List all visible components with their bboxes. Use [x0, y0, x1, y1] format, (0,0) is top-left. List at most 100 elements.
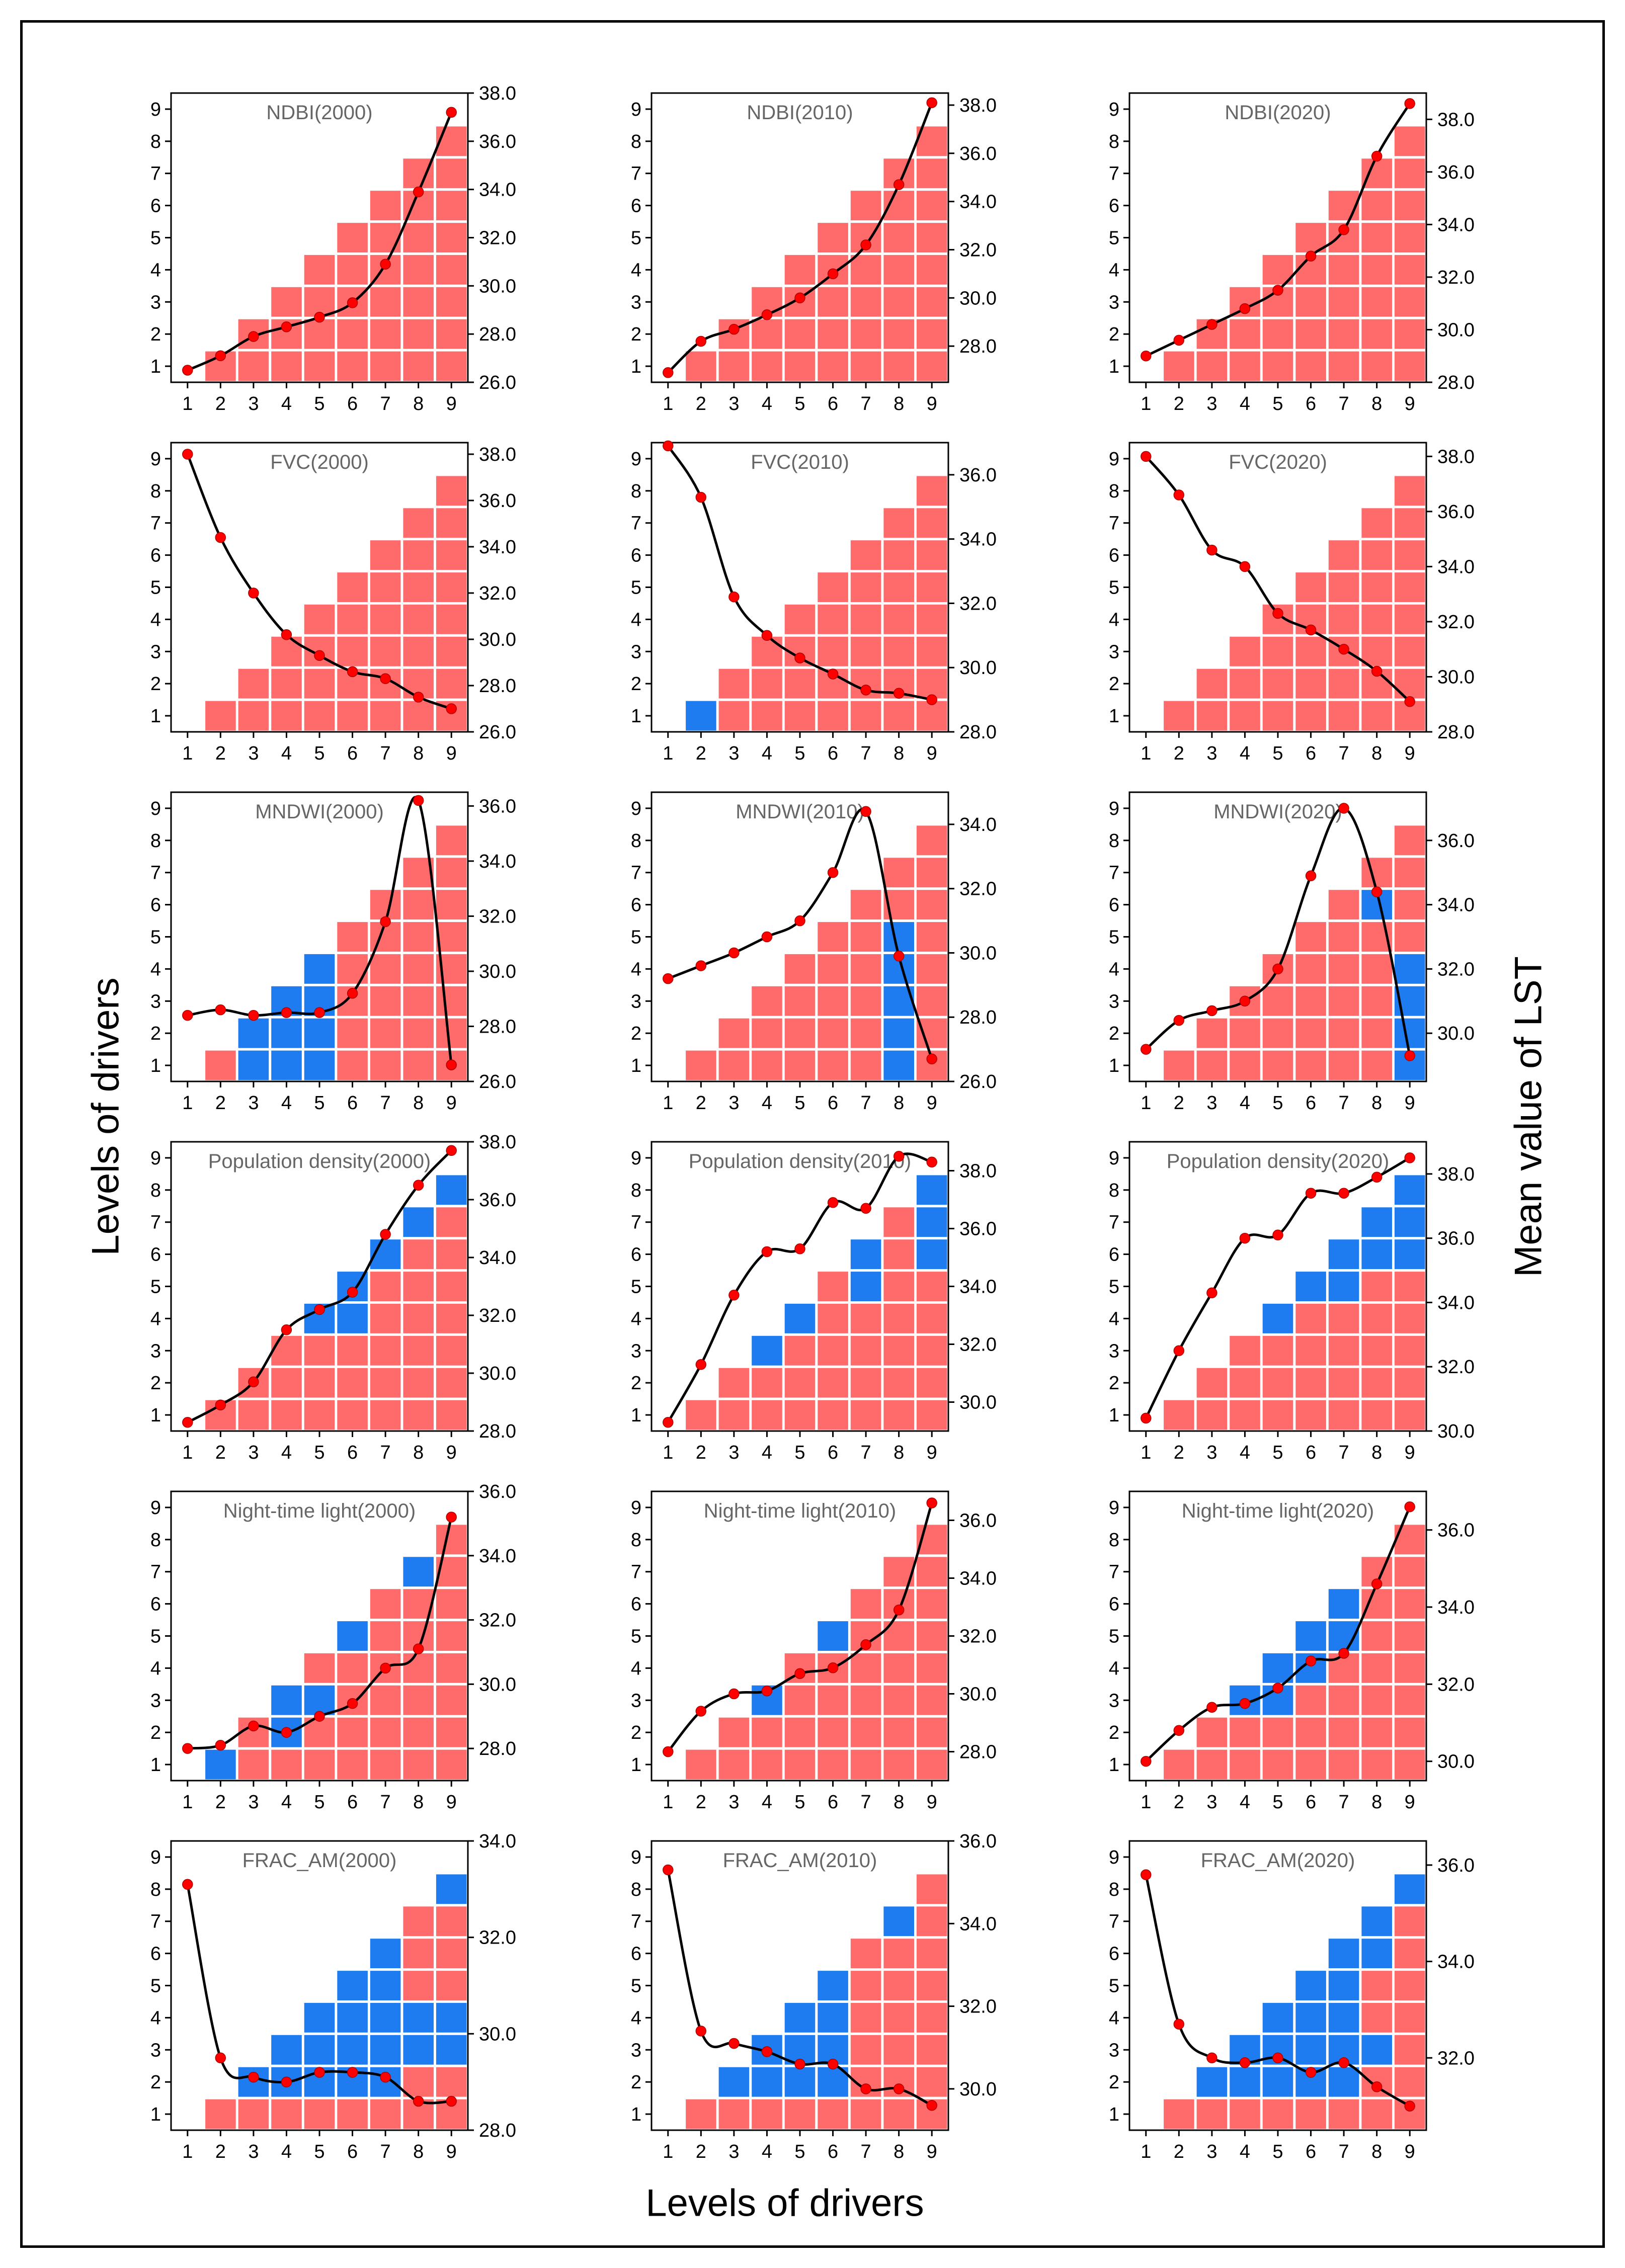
y-right-tick-label: 28.0	[479, 1738, 516, 1759]
lst-point	[695, 491, 707, 503]
lst-point	[248, 587, 259, 599]
heat-cell	[403, 1400, 434, 1430]
x-tick-label: 8	[413, 743, 424, 764]
x-tick-label: 7	[861, 1093, 871, 1114]
x-tick-label: 1	[663, 743, 673, 764]
x-tick-label: 1	[663, 2141, 673, 2162]
heat-cell	[1394, 319, 1425, 349]
lst-point	[314, 2067, 325, 2078]
y-left-tick-label: 8	[631, 830, 641, 852]
heat-cell	[784, 1018, 816, 1048]
y-left-tick-label: 6	[150, 1244, 161, 1266]
heat-cell	[436, 191, 467, 221]
y-left-tick-label: 9	[1109, 99, 1119, 120]
heat-cell	[850, 1018, 881, 1048]
heat-cell	[436, 1621, 467, 1651]
lst-point	[728, 2038, 740, 2049]
heat-cell	[850, 1589, 881, 1619]
y-right-tick-label: 30.0	[479, 1363, 516, 1384]
y-left-tick-label: 9	[631, 1847, 641, 1868]
heat-cell	[1361, 1368, 1392, 1398]
y-left-tick-label: 9	[1109, 449, 1119, 470]
x-tick-label: 2	[215, 1792, 226, 1813]
y-left-tick-label: 4	[1109, 2007, 1119, 2029]
heat-cell	[403, 1239, 434, 1270]
lst-point	[446, 2095, 457, 2107]
y-left-tick-label: 6	[631, 545, 641, 566]
heat-cell	[818, 954, 848, 984]
panel-title: Population density(2010)	[689, 1150, 912, 1172]
heat-cell	[1361, 191, 1392, 221]
lst-point	[893, 951, 905, 962]
lst-point	[215, 532, 226, 543]
lst-point	[1272, 963, 1283, 975]
lst-point	[347, 666, 358, 678]
y-left-tick-label: 1	[150, 706, 161, 727]
x-tick-label: 8	[893, 1792, 904, 1813]
y-left-tick-label: 7	[631, 163, 641, 185]
heat-cell	[1394, 1653, 1425, 1683]
heat-cell	[1295, 319, 1326, 349]
heat-cell	[1394, 1335, 1425, 1366]
x-tick-label: 5	[314, 1093, 324, 1114]
y-left-tick-label: 3	[1109, 641, 1119, 662]
x-tick-label: 6	[347, 743, 358, 764]
heat-cell	[436, 1303, 467, 1333]
lst-point	[926, 1497, 937, 1508]
heat-cell	[883, 2002, 914, 2033]
heat-cell	[850, 1971, 881, 2000]
y-left-tick-label: 8	[1109, 1879, 1119, 1900]
heat-cell	[1361, 287, 1392, 317]
x-tick-label: 9	[1405, 743, 1415, 764]
heat-cell	[850, 986, 881, 1016]
heat-cell	[304, 1018, 335, 1048]
x-tick-label: 1	[182, 1442, 193, 1463]
x-tick-label: 1	[1141, 1442, 1151, 1463]
heat-cell	[818, 1685, 848, 1715]
heat-cell	[1230, 351, 1260, 381]
heat-cell	[205, 1749, 236, 1780]
y-left-tick-label: 7	[1109, 163, 1119, 185]
heat-cell	[916, 1335, 947, 1366]
heat-cell	[370, 2099, 401, 2129]
lst-point	[1206, 1287, 1217, 1299]
y-right-tick-label: 32.0	[959, 593, 997, 614]
y-right-tick-label: 28.0	[959, 336, 997, 357]
y-left-tick-label: 5	[1109, 1976, 1119, 1997]
y-right-tick-label: 36.0	[1437, 162, 1475, 183]
lst-point	[248, 1010, 259, 1021]
heat-cell	[916, 890, 947, 920]
heat-cell	[1394, 1621, 1425, 1651]
heat-cell	[818, 1272, 848, 1301]
y-right-tick-label: 34.0	[479, 537, 516, 558]
heat-cell	[916, 351, 947, 381]
y-right-tick-label: 30.0	[479, 276, 516, 297]
heat-cell	[337, 1717, 368, 1747]
x-tick-label: 8	[1371, 1093, 1382, 1114]
x-tick-label: 1	[1141, 1792, 1151, 1813]
x-tick-label: 1	[1141, 1093, 1151, 1114]
y-left-tick-label: 8	[150, 481, 161, 502]
heat-cell	[370, 1749, 401, 1780]
y-right-tick-label: 36.0	[1437, 1520, 1475, 1541]
heat-cell	[850, 540, 881, 570]
y-right-tick-label: 30.0	[1437, 1751, 1475, 1773]
heat-cell	[271, 636, 302, 666]
lst-point	[380, 2071, 391, 2083]
heat-cell	[818, 319, 848, 349]
x-tick-label: 6	[828, 743, 838, 764]
x-tick-label: 7	[380, 1093, 391, 1114]
y-left-tick-label: 1	[1109, 2104, 1119, 2125]
heat-cell	[818, 1050, 848, 1080]
y-right-tick-label: 32.0	[479, 906, 516, 927]
lst-point	[1272, 285, 1283, 296]
x-tick-label: 5	[794, 1093, 805, 1114]
heat-cell	[784, 2067, 816, 2097]
x-tick-label: 4	[762, 2141, 772, 2162]
lst-point	[1173, 1345, 1185, 1357]
heat-cell	[1295, 2035, 1326, 2065]
heat-cell	[686, 2099, 716, 2129]
lst-point	[728, 1290, 740, 1301]
panel-11: 1 2 3 4 5 6 7 8 9 1 2 3 4 5 6 7 8 9 30.0 32.0 34.0 36.0 38.0 Po…	[1109, 1141, 1475, 1463]
